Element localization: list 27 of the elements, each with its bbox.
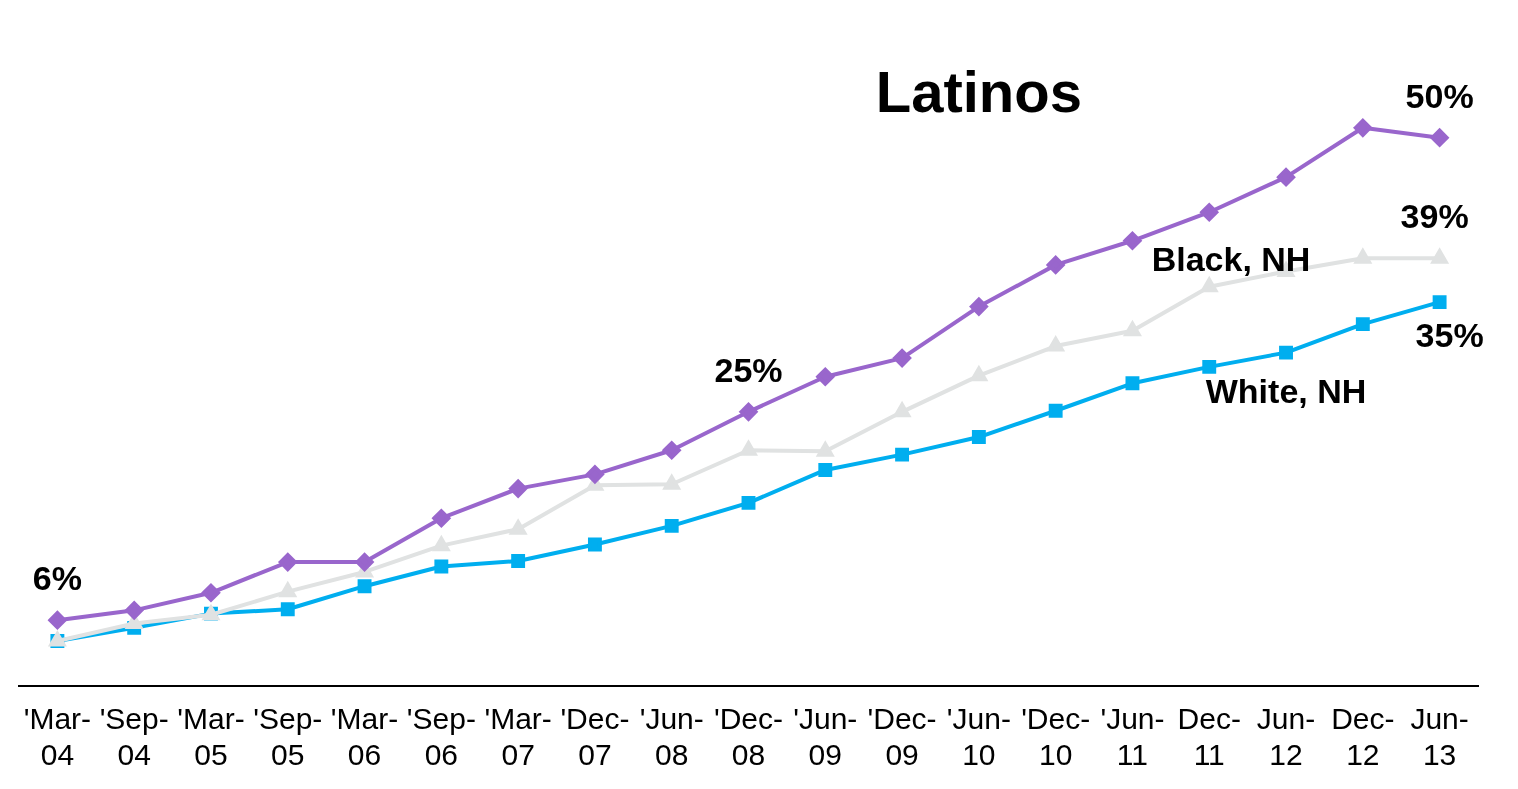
x-tick-label: 'Dec-07 <box>560 702 630 772</box>
x-tick-label: 'Dec-10 <box>1021 702 1091 772</box>
x-tick-label: 'Jun-11 <box>1100 702 1165 772</box>
x-tick-label: 'Dec-08 <box>713 702 784 772</box>
data-label: 25% <box>714 350 783 389</box>
x-tick-label: Jun-12 <box>1256 702 1316 772</box>
x-tick-label: 'Mar-07 <box>484 702 552 772</box>
x-tick-label: 'Mar-06 <box>330 702 399 772</box>
x-tick-label: 'Jun-08 <box>639 702 704 772</box>
data-label: 35% <box>1415 316 1484 355</box>
x-tick-label: 'Sep-06 <box>406 702 476 772</box>
x-tick-label: 'Mar-05 <box>177 702 245 772</box>
x-tick-label: 'Sep-04 <box>99 702 169 772</box>
x-tick-label: 'Jun-10 <box>946 702 1011 772</box>
series-label: White, NH <box>1205 371 1367 410</box>
x-tick-label: Dec-12 <box>1331 702 1395 772</box>
data-label: 39% <box>1400 197 1469 236</box>
x-tick-label: 'Sep-05 <box>253 702 323 772</box>
data-label: 6% <box>32 559 82 598</box>
text: Latinos <box>875 58 1082 124</box>
x-tick-label: 'Jun-09 <box>793 702 858 772</box>
x-tick-label: 'Dec-09 <box>867 702 937 772</box>
x-tick-label: 'Mar-04 <box>23 702 92 772</box>
x-tick-label: Dec-11 <box>1177 702 1241 772</box>
x-tick-label: Jun-13 <box>1410 702 1469 772</box>
data-label: 50% <box>1405 76 1474 115</box>
series-label: Black, NH <box>1151 240 1311 279</box>
